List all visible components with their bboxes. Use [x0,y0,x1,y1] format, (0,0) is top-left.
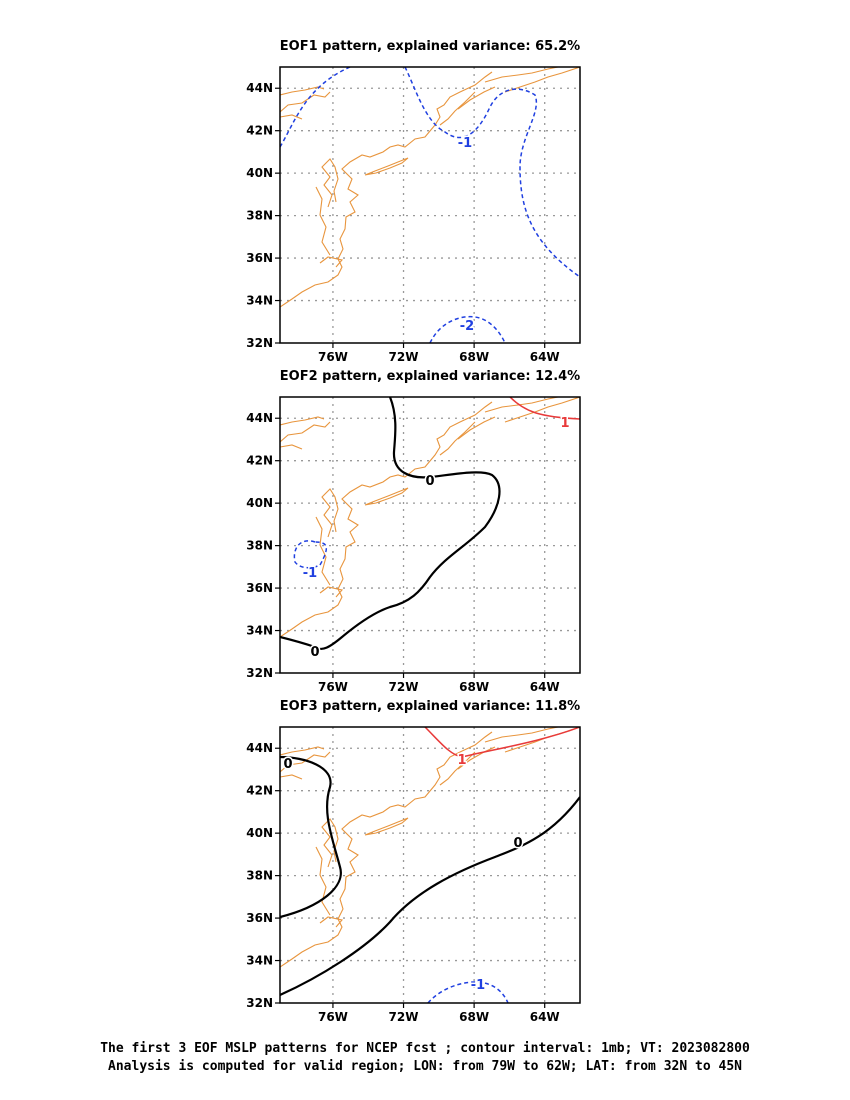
map-frame [279,66,581,344]
negative-contour [293,540,327,569]
contour-label: 1 [560,416,569,431]
lon-tick-label: 72W [389,1010,419,1024]
lon-tick-label: 64W [530,1010,560,1024]
footer-line-1: The first 3 EOF MSLP patterns for NCEP f… [100,1041,750,1056]
panel-title: EOF1 pattern, explained variance: 65.2% [280,39,580,54]
lon-tick-label: 64W [530,680,560,694]
lat-tick-label: 38N [246,209,273,223]
contour-label: -2 [460,319,474,334]
negative-contour [280,67,351,148]
lat-tick-label: 36N [246,911,273,925]
coastline [280,727,580,968]
contour-label: 0 [283,757,292,772]
positive-contour [509,397,580,420]
coastline [280,67,580,308]
negative-contour [429,315,506,343]
lon-tick-label: 68W [459,1010,489,1024]
lat-tick-label: 42N [246,784,273,798]
lat-tick-label: 44N [246,741,273,755]
lon-tick-label: 68W [459,350,489,364]
positive-contour [424,727,580,758]
lat-tick-label: 40N [246,496,273,510]
lon-tick-label: 76W [318,680,348,694]
lat-tick-label: 36N [246,251,273,265]
negative-contour [427,981,509,1003]
lat-tick-label: 42N [246,454,273,468]
lat-tick-label: 38N [246,869,273,883]
lat-tick-label: 34N [246,294,273,308]
lat-tick-label: 32N [246,666,273,680]
lat-tick-label: 36N [246,581,273,595]
contour-label: 1 [457,753,466,768]
lat-tick-label: 42N [246,124,273,138]
lat-tick-label: 34N [246,624,273,638]
lat-tick-label: 38N [246,539,273,553]
coastline [280,397,580,638]
panel-title: EOF2 pattern, explained variance: 12.4% [280,369,580,384]
contour-label: -1 [458,136,472,151]
contour-label: 0 [310,645,319,660]
zero-contour [280,796,580,997]
footer-line-2: Analysis is computed for valid region; L… [108,1059,742,1074]
lat-tick-label: 40N [246,166,273,180]
eof1-panel: EOF1 pattern, explained variance: 65.2% -… [246,39,581,364]
contour-label: -1 [303,566,317,581]
zero-contour [280,397,501,651]
map-frame [279,726,581,1004]
lat-tick-label: 40N [246,826,273,840]
contour-label: 0 [513,836,522,851]
eof3-panel: EOF3 pattern, explained variance: 11.8% 0… [246,699,581,1024]
lon-tick-label: 68W [459,680,489,694]
lon-tick-label: 72W [389,350,419,364]
negative-contour [404,67,580,278]
lat-tick-label: 32N [246,336,273,350]
map-frame [279,396,581,674]
contour-label: 0 [425,474,434,489]
lat-tick-label: 32N [246,996,273,1010]
lat-tick-label: 44N [246,411,273,425]
lon-tick-label: 72W [389,680,419,694]
lon-tick-label: 64W [530,350,560,364]
eof2-panel: EOF2 pattern, explained variance: 12.4% 0… [246,369,581,694]
lon-tick-label: 76W [318,1010,348,1024]
panel-title: EOF3 pattern, explained variance: 11.8% [280,699,580,714]
lon-tick-label: 76W [318,350,348,364]
zero-contour [280,755,342,919]
contour-label: -1 [471,978,485,993]
lat-tick-label: 34N [246,954,273,968]
lat-tick-label: 44N [246,81,273,95]
